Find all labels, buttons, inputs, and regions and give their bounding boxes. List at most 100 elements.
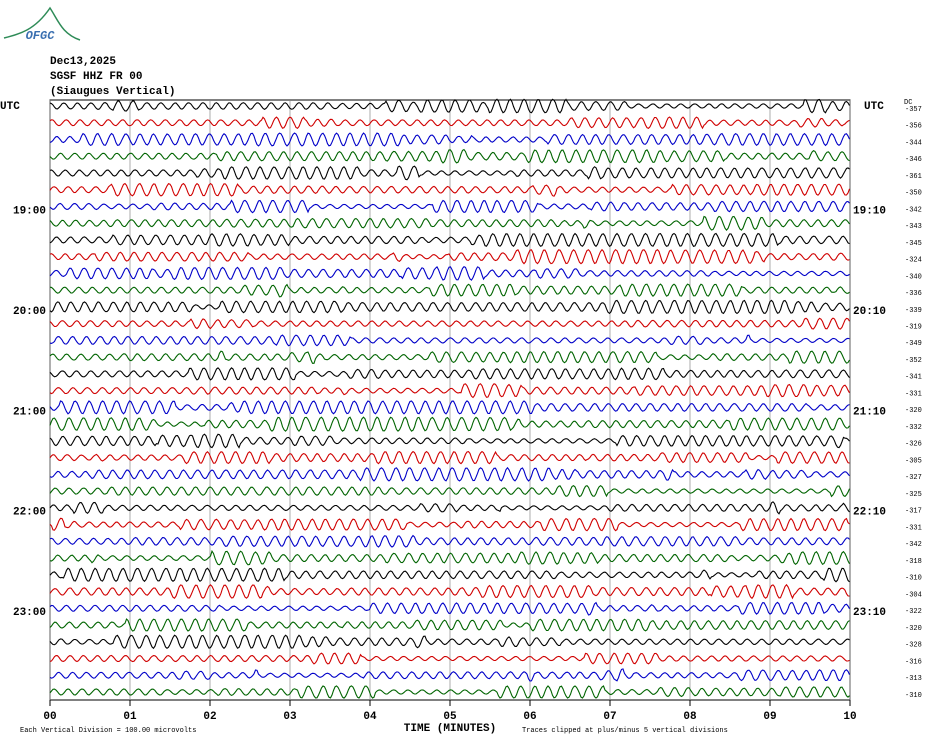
logo-curve [3, 6, 81, 41]
trace [49, 685, 850, 699]
trace [49, 367, 850, 381]
row-label-right: 21:10 [853, 406, 886, 418]
x-tick-label: 09 [763, 711, 776, 723]
utc-left: UTC [0, 101, 20, 113]
dc-offset: -327 [905, 474, 922, 482]
trace [49, 165, 850, 181]
dc-offset: -356 [905, 123, 922, 131]
dc-offset: -320 [905, 625, 922, 633]
dc-offset: -316 [905, 658, 922, 666]
x-tick-label: 03 [283, 711, 297, 723]
row-label-left: 22:00 [13, 507, 46, 519]
dc-offset: -331 [905, 390, 922, 398]
trace [49, 334, 850, 347]
station: SGSF HHZ FR 00 [50, 71, 142, 83]
trace [49, 416, 850, 432]
dc-offset: -310 [905, 692, 922, 700]
dc-offset: -313 [905, 675, 922, 683]
trace [49, 266, 850, 281]
row-label-left: 20:00 [13, 306, 46, 318]
row-label-left: 23:00 [13, 607, 46, 619]
row-label-left: 19:00 [13, 205, 46, 217]
trace [49, 182, 851, 197]
dc-offset: -349 [905, 340, 922, 348]
dc-offset: -305 [905, 457, 922, 465]
trace [49, 148, 850, 164]
dc-offset: -341 [905, 374, 922, 382]
logo: OFGC [26, 29, 56, 43]
dc-offset: -326 [905, 441, 922, 449]
dc-offset: -324 [905, 257, 922, 265]
x-tick-label: 07 [603, 711, 616, 723]
trace [49, 601, 850, 616]
x-tick-label: 06 [523, 711, 536, 723]
x-axis-label: TIME (MINUTES) [404, 723, 496, 735]
trace [49, 248, 850, 265]
dc-offset: -342 [905, 541, 922, 549]
trace [49, 634, 850, 650]
trace [49, 317, 850, 330]
dc-offset: -350 [905, 190, 922, 198]
trace [49, 549, 850, 566]
dc-offset: -361 [905, 173, 922, 181]
dc-offset: -345 [905, 240, 922, 248]
footnote-right: Traces clipped at plus/minus 5 vertical … [522, 727, 728, 735]
trace [49, 98, 850, 114]
dc-offset: -352 [905, 357, 922, 365]
x-tick-label: 01 [123, 711, 137, 723]
row-label-left: 21:00 [13, 406, 46, 418]
footnote-left: Each Vertical Division = 100.00 microvol… [20, 727, 196, 735]
x-tick-label: 08 [683, 711, 697, 723]
row-label-right: 20:10 [853, 306, 886, 318]
dc-offset: -340 [905, 273, 922, 281]
trace [49, 199, 850, 214]
dc-offset: -342 [905, 206, 922, 214]
trace [49, 668, 851, 682]
dc-offset: -332 [905, 424, 922, 432]
dc-offset: -317 [905, 508, 922, 516]
trace [49, 350, 850, 364]
trace [49, 485, 851, 498]
dc-offset: -346 [905, 156, 922, 164]
utc-right: UTC [864, 101, 884, 113]
dc-offset: -318 [905, 558, 922, 566]
trace [49, 466, 850, 482]
dc-offset: -343 [905, 223, 922, 231]
trace [49, 517, 850, 532]
trace [49, 450, 850, 465]
trace [49, 583, 850, 600]
dc-label: DC [904, 99, 912, 107]
location: (Siaugues Vertical) [50, 86, 175, 98]
trace [49, 383, 850, 399]
trace [49, 400, 850, 415]
dc-offset: -322 [905, 608, 922, 616]
trace [49, 567, 850, 583]
trace [49, 299, 850, 315]
dc-offset: -357 [905, 106, 922, 114]
dc-offset: -320 [905, 407, 922, 415]
x-tick-label: 04 [363, 711, 377, 723]
dc-offset: -339 [905, 307, 922, 315]
trace [49, 501, 850, 515]
trace [49, 132, 851, 147]
dc-offset: -336 [905, 290, 922, 298]
x-tick-label: 05 [443, 711, 457, 723]
date: Dec13,2025 [50, 56, 116, 68]
trace [49, 618, 850, 632]
dc-offset: -304 [905, 591, 922, 599]
dc-offset: -328 [905, 642, 922, 650]
trace [49, 232, 850, 248]
dc-offset: -319 [905, 324, 922, 332]
trace [49, 652, 850, 665]
x-tick-label: 00 [43, 711, 56, 723]
row-label-right: 22:10 [853, 507, 886, 519]
dc-offset: -331 [905, 524, 922, 532]
trace [49, 283, 850, 298]
dc-offset: -310 [905, 575, 922, 583]
dc-offset: -325 [905, 491, 922, 499]
x-tick-label: 02 [203, 711, 216, 723]
x-tick-label: 10 [843, 711, 856, 723]
trace [49, 116, 850, 130]
